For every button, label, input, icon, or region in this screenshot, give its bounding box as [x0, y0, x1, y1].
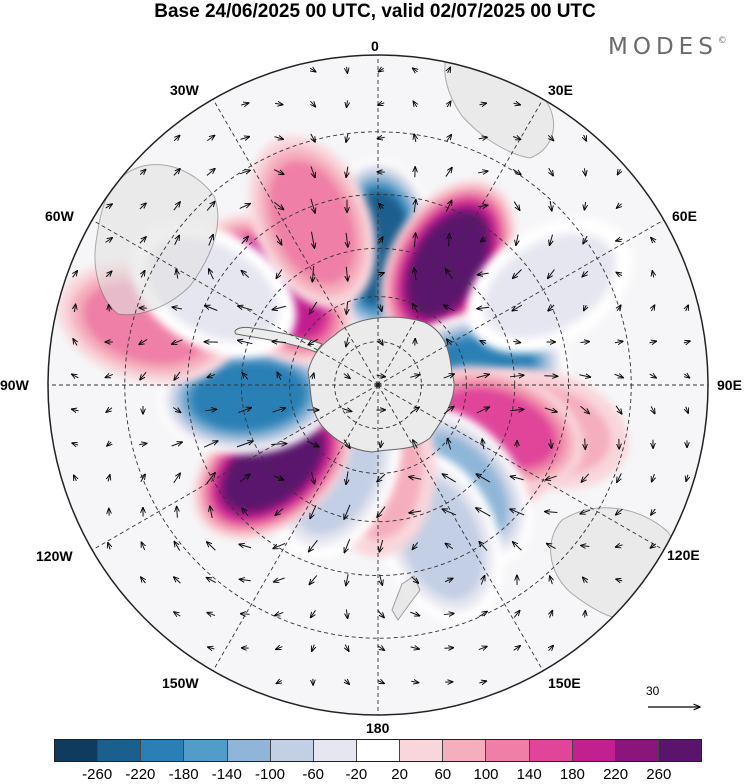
color-swatch-7 [357, 740, 400, 761]
color-swatch-3 [184, 740, 227, 761]
label-lon-30e: 30E [548, 82, 573, 98]
color-swatch-13 [616, 740, 659, 761]
label-lon-90e: 90E [717, 377, 742, 393]
color-swatch-4 [228, 740, 271, 761]
label-lon-180: 180 [366, 720, 389, 736]
color-tick-label: -260 [82, 766, 112, 783]
wind-arrow [585, 439, 586, 450]
color-swatch-14 [659, 740, 701, 761]
color-scale-ticks: -260 -220 -180 -140 -100 -60 -20 20 60 100 140 180 2… [0, 766, 750, 784]
color-tick-label: -100 [255, 766, 285, 783]
color-swatch-2 [141, 740, 184, 761]
color-tick-label: 180 [560, 766, 585, 783]
color-tick-label: 100 [473, 766, 498, 783]
color-tick-label: 20 [391, 766, 408, 783]
label-lon-60e: 60E [672, 208, 697, 224]
label-lon-30w: 30W [170, 82, 199, 98]
color-swatch-12 [573, 740, 616, 761]
color-swatch-9 [443, 740, 486, 761]
color-swatch-5 [271, 740, 314, 761]
label-lon-120e: 120E [667, 547, 700, 563]
color-swatch-10 [486, 740, 529, 761]
color-tick-label: 140 [517, 766, 542, 783]
color-swatch-11 [530, 740, 573, 761]
label-lon-0: 0 [371, 38, 379, 54]
color-tick-label: -180 [169, 766, 199, 783]
label-lon-60w: 60W [45, 208, 74, 224]
wind-arrow [240, 614, 249, 615]
color-tick-label: -140 [212, 766, 242, 783]
color-tick-label: -220 [125, 766, 155, 783]
label-lon-150w: 150W [162, 675, 199, 691]
color-tick-label: -20 [346, 766, 368, 783]
color-swatch-8 [400, 740, 443, 761]
color-swatch-6 [314, 740, 357, 761]
reference-vector-label: 30 [646, 684, 659, 698]
label-lon-90w: 90W [0, 377, 29, 393]
color-tick-label: 220 [603, 766, 628, 783]
south-pole-marker [376, 383, 381, 388]
color-swatch-1 [98, 740, 141, 761]
color-tick-label: 60 [434, 766, 451, 783]
label-lon-120w: 120W [36, 548, 73, 564]
color-tick-label: 260 [646, 766, 671, 783]
wind-arrow [444, 648, 453, 649]
color-tick-label: -60 [302, 766, 324, 783]
wind-arrow [544, 376, 557, 377]
label-lon-150e: 150E [548, 675, 581, 691]
color-swatch-0 [55, 740, 98, 761]
color-scale-bar [54, 739, 702, 762]
